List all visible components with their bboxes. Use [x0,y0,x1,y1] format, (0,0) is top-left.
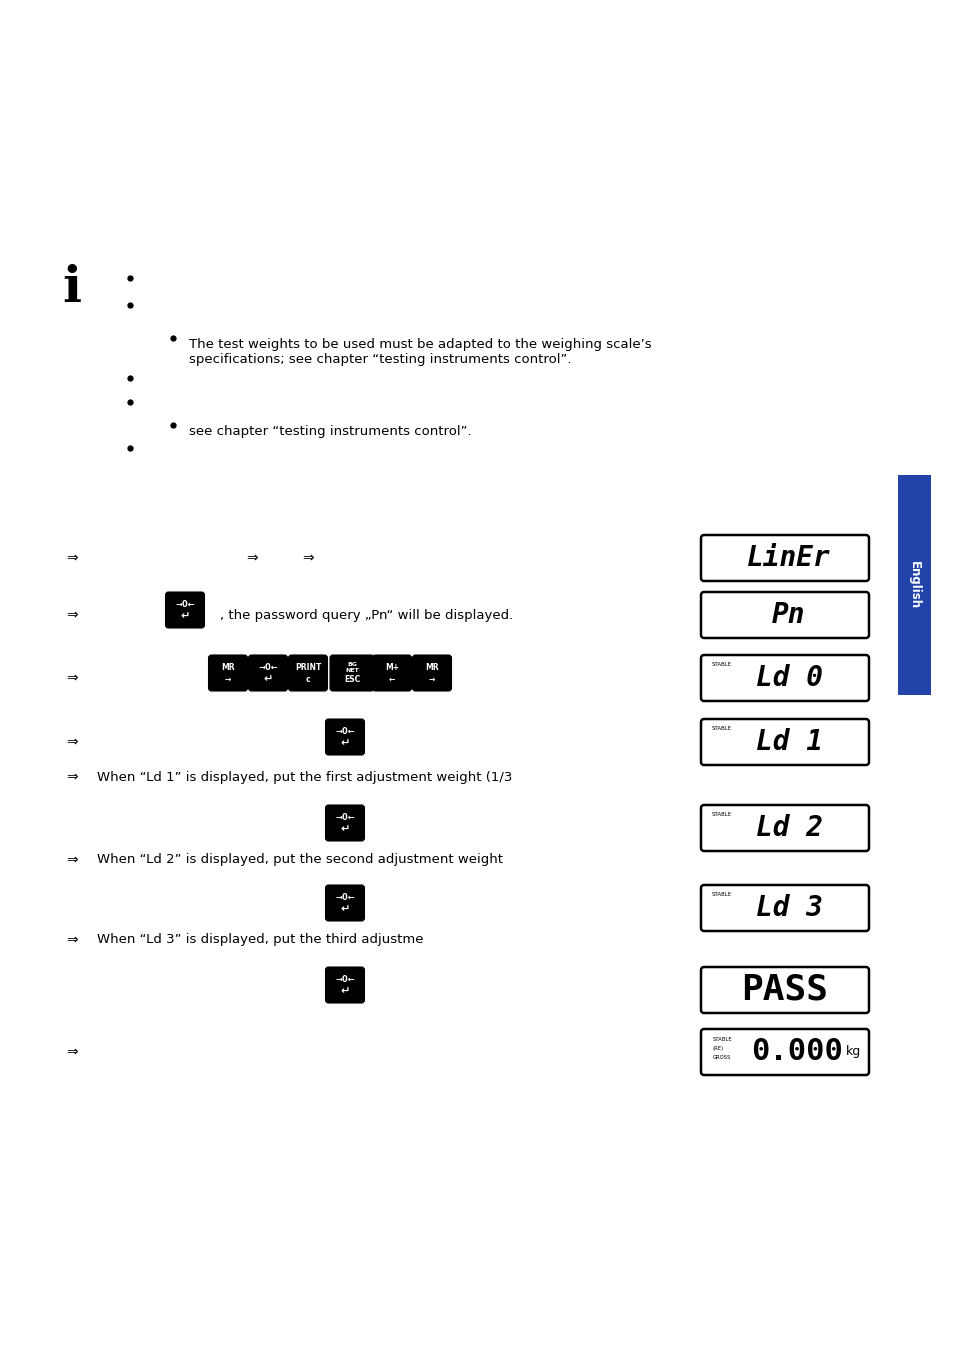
FancyBboxPatch shape [209,656,247,690]
Text: ⇒: ⇒ [66,671,78,684]
FancyBboxPatch shape [249,656,287,690]
FancyBboxPatch shape [700,1029,868,1075]
Text: ⇒: ⇒ [66,551,78,566]
Text: BG
NET: BG NET [345,662,358,672]
Text: STABLE: STABLE [711,662,731,667]
Text: MR: MR [425,663,438,672]
Text: MR: MR [221,663,234,672]
Text: ↵: ↵ [340,904,350,914]
Text: kg: kg [845,1045,861,1058]
Text: →0←: →0← [335,975,355,984]
Text: STABLE: STABLE [712,1037,732,1042]
Text: The test weights to be used must be adapted to the weighing scale’s
specificatio: The test weights to be used must be adap… [189,338,651,366]
Text: ⇒: ⇒ [66,769,78,784]
Text: When “Ld 2” is displayed, put the second adjustment weight: When “Ld 2” is displayed, put the second… [97,853,502,867]
Text: ↵: ↵ [340,987,350,996]
Text: GROSS: GROSS [712,1054,731,1060]
Text: PRINT: PRINT [294,663,321,672]
Text: PASS: PASS [740,973,827,1007]
Text: ⇒: ⇒ [302,551,314,566]
FancyBboxPatch shape [373,656,411,690]
Text: ↵: ↵ [263,675,273,684]
FancyBboxPatch shape [700,886,868,931]
Text: STABLE: STABLE [711,726,731,730]
FancyBboxPatch shape [700,535,868,580]
Text: ↵: ↵ [340,738,350,748]
Text: i: i [63,263,81,312]
Text: →0←: →0← [175,599,194,609]
Text: →0←: →0← [335,728,355,736]
Text: When “Ld 1” is displayed, put the first adjustment weight (1/3: When “Ld 1” is displayed, put the first … [97,771,512,783]
FancyBboxPatch shape [326,720,364,755]
Text: ⇒: ⇒ [246,551,257,566]
Text: ⇒: ⇒ [66,608,78,622]
FancyBboxPatch shape [413,656,451,690]
Text: M+: M+ [385,663,398,672]
Text: →0←: →0← [335,813,355,822]
FancyBboxPatch shape [897,475,930,695]
Text: STABLE: STABLE [711,811,731,817]
Text: Ld 3: Ld 3 [755,894,821,922]
Text: Pn: Pn [771,601,805,629]
FancyBboxPatch shape [700,655,868,701]
FancyBboxPatch shape [700,593,868,639]
Text: ←: ← [389,675,395,684]
Text: c: c [305,675,310,684]
Text: LinEr: LinEr [746,544,830,572]
FancyBboxPatch shape [289,656,327,690]
FancyBboxPatch shape [326,806,364,841]
Text: ↵: ↵ [340,825,350,834]
Text: see chapter “testing instruments control”.: see chapter “testing instruments control… [189,425,471,437]
Text: When “Ld 3” is displayed, put the third adjustme: When “Ld 3” is displayed, put the third … [97,933,423,946]
Text: →0←: →0← [335,892,355,902]
FancyBboxPatch shape [700,720,868,765]
Text: ⇒: ⇒ [66,933,78,946]
Text: Ld 2: Ld 2 [755,814,821,842]
Text: 0.000: 0.000 [750,1038,842,1067]
Text: →: → [225,675,231,684]
Text: ESC: ESC [343,675,359,684]
FancyBboxPatch shape [166,593,204,628]
Text: ⇒: ⇒ [66,853,78,867]
Text: , the password query „Pn“ will be displayed.: , the password query „Pn“ will be displa… [220,609,513,621]
Text: →0←: →0← [258,663,277,672]
Text: STABLE: STABLE [711,892,731,896]
FancyBboxPatch shape [326,886,364,921]
FancyBboxPatch shape [700,805,868,850]
Text: Ld 1: Ld 1 [755,728,821,756]
Text: →: → [428,675,435,684]
FancyBboxPatch shape [700,967,868,1012]
Text: ⇒: ⇒ [66,734,78,749]
Text: (RE): (RE) [712,1046,723,1052]
FancyBboxPatch shape [326,968,364,1003]
Text: Ld 0: Ld 0 [755,664,821,693]
Text: ⇒: ⇒ [66,1045,78,1058]
FancyBboxPatch shape [330,656,374,690]
Text: ↵: ↵ [180,612,190,621]
Text: English: English [907,562,920,609]
